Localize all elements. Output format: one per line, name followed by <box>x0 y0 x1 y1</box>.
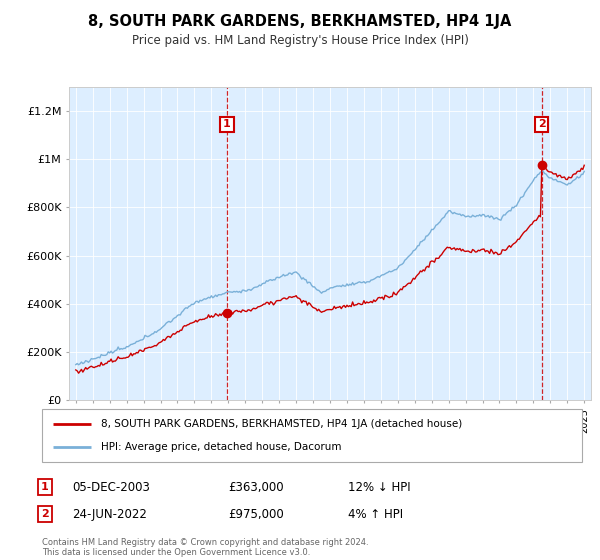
Text: 1: 1 <box>223 119 231 129</box>
Text: 8, SOUTH PARK GARDENS, BERKHAMSTED, HP4 1JA (detached house): 8, SOUTH PARK GARDENS, BERKHAMSTED, HP4 … <box>101 419 463 429</box>
Text: Price paid vs. HM Land Registry's House Price Index (HPI): Price paid vs. HM Land Registry's House … <box>131 34 469 46</box>
Text: 12% ↓ HPI: 12% ↓ HPI <box>348 480 410 494</box>
Text: £363,000: £363,000 <box>228 480 284 494</box>
Text: HPI: Average price, detached house, Dacorum: HPI: Average price, detached house, Daco… <box>101 442 342 452</box>
Text: 2: 2 <box>538 119 545 129</box>
Text: 24-JUN-2022: 24-JUN-2022 <box>72 507 147 521</box>
Text: £975,000: £975,000 <box>228 507 284 521</box>
Text: 2: 2 <box>41 509 49 519</box>
Text: Contains HM Land Registry data © Crown copyright and database right 2024.
This d: Contains HM Land Registry data © Crown c… <box>42 538 368 557</box>
Text: 1: 1 <box>41 482 49 492</box>
Text: 8, SOUTH PARK GARDENS, BERKHAMSTED, HP4 1JA: 8, SOUTH PARK GARDENS, BERKHAMSTED, HP4 … <box>88 14 512 29</box>
Text: 05-DEC-2003: 05-DEC-2003 <box>72 480 150 494</box>
Text: 4% ↑ HPI: 4% ↑ HPI <box>348 507 403 521</box>
